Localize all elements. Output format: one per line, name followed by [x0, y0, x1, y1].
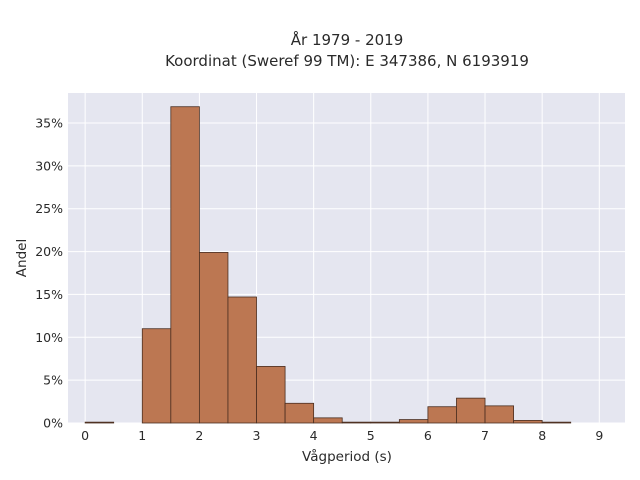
x-tick-label: 9 — [595, 428, 603, 443]
histogram-bar — [370, 421, 400, 424]
x-tick-label: 1 — [138, 428, 146, 443]
x-tick-label: 0 — [81, 428, 89, 443]
histogram-bar — [198, 252, 229, 424]
y-tick-labels: 0% 5% 10% 15% 20% 25% 30% 35% — [35, 116, 63, 431]
histogram-bar — [313, 417, 343, 424]
histogram-bar — [284, 402, 315, 424]
x-tick-label: 7 — [481, 428, 489, 443]
y-axis-label: Andel — [14, 239, 30, 277]
x-tick-labels: 0 1 2 3 4 5 6 7 8 9 — [81, 428, 603, 443]
x-tick-label: 5 — [367, 428, 375, 443]
x-axis-label: Vågperiod (s) — [302, 448, 392, 465]
y-tick-label: 5% — [43, 373, 63, 388]
x-tick-label: 8 — [538, 428, 546, 443]
histogram-bar — [541, 421, 572, 424]
histogram-bar — [398, 419, 429, 424]
y-tick-label: 25% — [35, 201, 63, 216]
histogram-bar — [227, 296, 257, 424]
histogram-bar — [427, 406, 457, 424]
y-tick-label: 0% — [43, 416, 63, 431]
histogram-bar — [141, 328, 172, 424]
y-tick-label: 10% — [35, 330, 63, 345]
x-tick-label: 4 — [310, 428, 318, 443]
x-tick-label: 2 — [195, 428, 203, 443]
histogram-bar — [513, 420, 543, 424]
histogram-bar — [170, 106, 200, 424]
y-tick-label: 30% — [35, 158, 63, 173]
histogram-bars — [84, 106, 572, 424]
histogram-bar — [456, 397, 486, 424]
histogram-bar — [256, 366, 286, 424]
x-tick-label: 6 — [424, 428, 432, 443]
chart-subtitle: Koordinat (Sweref 99 TM): E 347386, N 61… — [165, 52, 529, 70]
y-tick-label: 35% — [35, 116, 63, 131]
histogram-bar — [341, 421, 372, 424]
y-tick-label: 20% — [35, 244, 63, 259]
y-tick-label: 15% — [35, 287, 63, 302]
chart-title: År 1979 - 2019 — [291, 30, 404, 49]
x-tick-label: 3 — [253, 428, 261, 443]
histogram-bar — [84, 421, 115, 424]
histogram-bar — [484, 405, 514, 424]
